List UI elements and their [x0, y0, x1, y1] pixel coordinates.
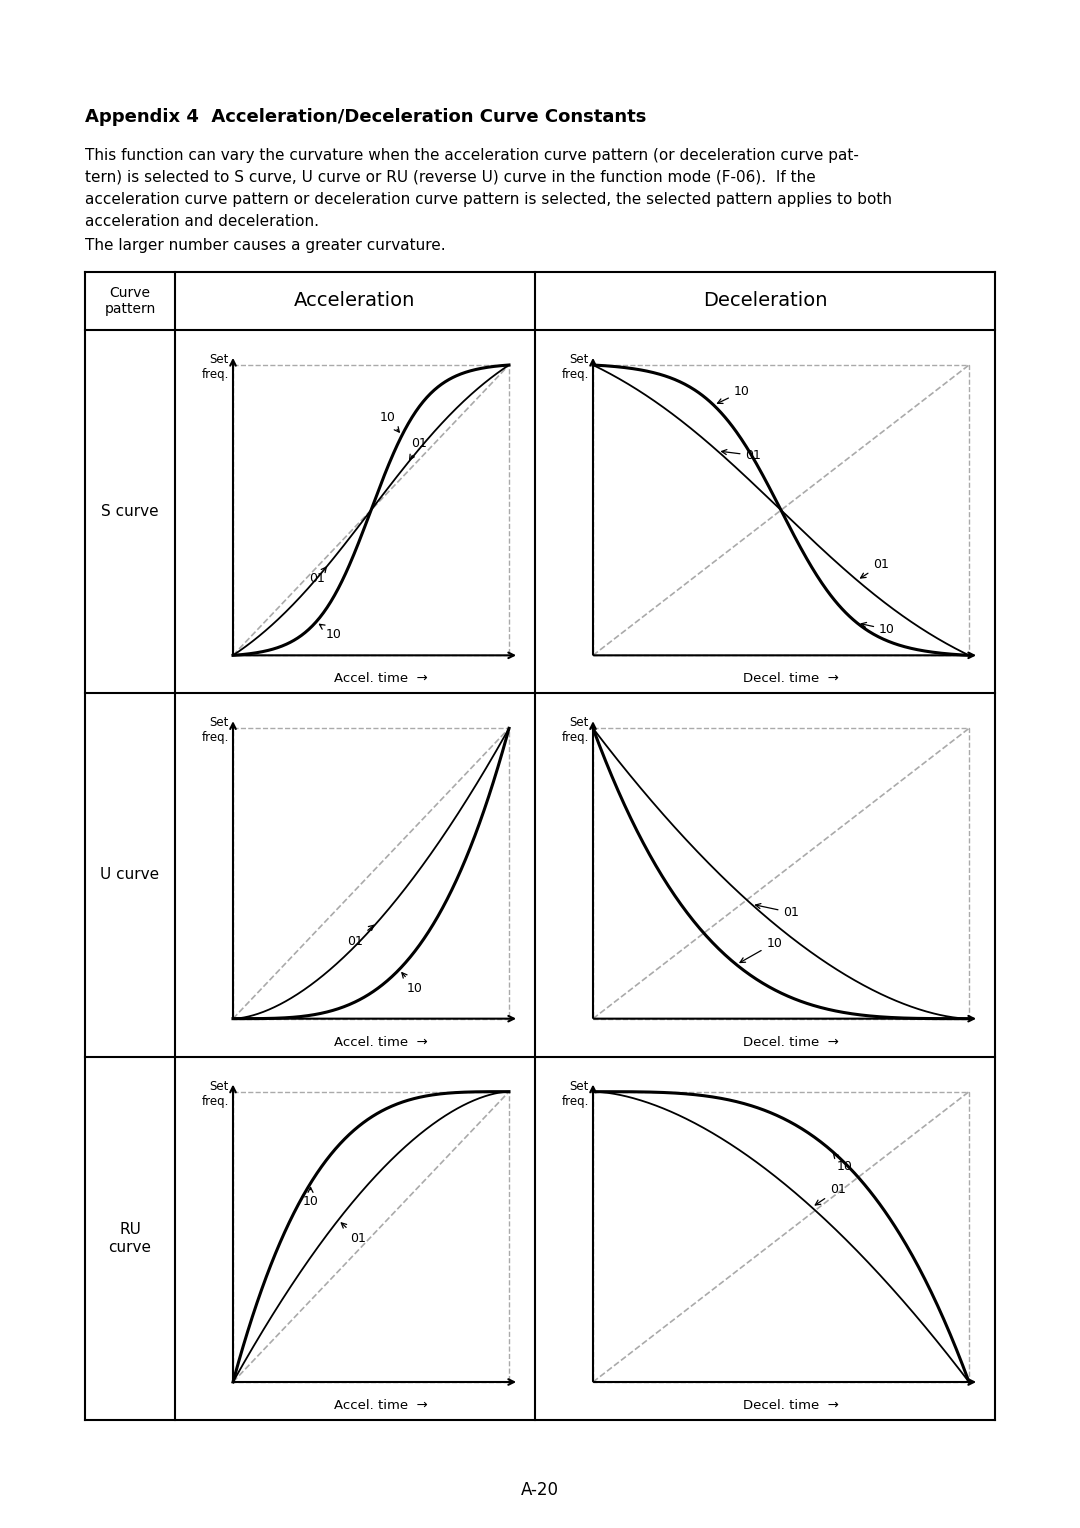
Text: Decel. time  →: Decel. time → — [743, 1400, 839, 1412]
Text: 10: 10 — [740, 937, 782, 963]
Text: 10: 10 — [834, 1154, 852, 1174]
Text: The larger number causes a greater curvature.: The larger number causes a greater curva… — [85, 238, 446, 254]
Text: 10: 10 — [717, 385, 750, 403]
Text: Accel. time  →: Accel. time → — [334, 1036, 428, 1048]
Text: Set
freq.: Set freq. — [562, 353, 589, 380]
Text: Accel. time  →: Accel. time → — [334, 672, 428, 686]
Text: A-20: A-20 — [521, 1481, 559, 1499]
Text: Appendix 4  Acceleration/Deceleration Curve Constants: Appendix 4 Acceleration/Deceleration Cur… — [85, 108, 646, 125]
Text: 01: 01 — [409, 437, 428, 460]
Text: tern) is selected to S curve, U curve or RU (reverse U) curve in the function mo: tern) is selected to S curve, U curve or… — [85, 170, 815, 185]
Text: S curve: S curve — [102, 504, 159, 520]
Text: 10: 10 — [302, 1187, 319, 1209]
Text: RU
curve: RU curve — [108, 1222, 151, 1254]
Text: Set
freq.: Set freq. — [202, 1080, 229, 1108]
Text: acceleration curve pattern or deceleration curve pattern is selected, the select: acceleration curve pattern or decelerati… — [85, 193, 892, 206]
Text: Acceleration: Acceleration — [295, 292, 416, 310]
Text: 01: 01 — [861, 558, 889, 578]
Text: Accel. time  →: Accel. time → — [334, 1400, 428, 1412]
Text: Decel. time  →: Decel. time → — [743, 672, 839, 686]
Text: U curve: U curve — [100, 868, 160, 883]
Text: acceleration and deceleration.: acceleration and deceleration. — [85, 214, 319, 229]
Text: Set
freq.: Set freq. — [202, 717, 229, 744]
Text: This function can vary the curvature when the acceleration curve pattern (or dec: This function can vary the curvature whe… — [85, 148, 859, 163]
Text: 01: 01 — [309, 567, 326, 585]
Text: 01: 01 — [815, 1183, 846, 1206]
Text: 10: 10 — [320, 625, 342, 640]
Text: Set
freq.: Set freq. — [562, 1080, 589, 1108]
Text: Curve
pattern: Curve pattern — [105, 286, 156, 316]
Text: Deceleration: Deceleration — [703, 292, 827, 310]
Text: 10: 10 — [402, 973, 423, 995]
Text: 01: 01 — [756, 903, 799, 920]
Text: Set
freq.: Set freq. — [562, 717, 589, 744]
Text: 10: 10 — [861, 622, 895, 636]
Text: Decel. time  →: Decel. time → — [743, 1036, 839, 1048]
Text: 01: 01 — [341, 1222, 366, 1245]
Text: 10: 10 — [380, 411, 400, 432]
Text: 01: 01 — [347, 926, 374, 947]
Text: 01: 01 — [721, 449, 761, 461]
Text: Set
freq.: Set freq. — [202, 353, 229, 380]
